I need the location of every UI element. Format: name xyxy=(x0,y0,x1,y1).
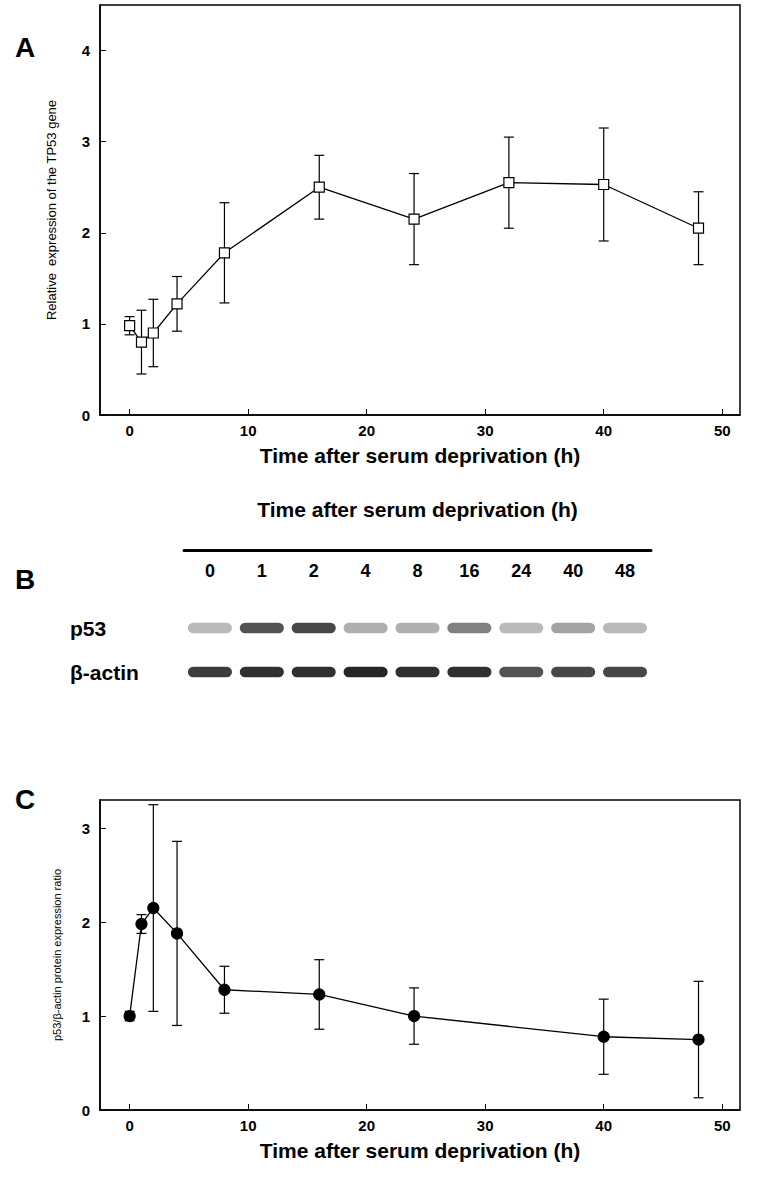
svg-text:40: 40 xyxy=(595,1117,612,1134)
svg-text:20: 20 xyxy=(358,1117,375,1134)
svg-text:Relative expression of the TP: Relative expression of the TP53 gene xyxy=(44,100,59,320)
svg-text:50: 50 xyxy=(714,1117,731,1134)
svg-text:1: 1 xyxy=(257,561,267,581)
svg-text:50: 50 xyxy=(714,422,731,439)
svg-text:0: 0 xyxy=(82,1102,90,1119)
svg-text:1: 1 xyxy=(82,1008,90,1025)
svg-text:0: 0 xyxy=(125,422,133,439)
svg-text:p53: p53 xyxy=(70,617,106,640)
svg-text:3: 3 xyxy=(82,820,90,837)
svg-text:1: 1 xyxy=(82,315,90,332)
svg-text:0: 0 xyxy=(82,407,90,424)
svg-text:30: 30 xyxy=(477,1117,494,1134)
svg-text:40: 40 xyxy=(595,422,612,439)
svg-text:0: 0 xyxy=(125,1117,133,1134)
svg-text:Time after serum deprivation (: Time after serum deprivation (h) xyxy=(257,498,578,521)
svg-text:2: 2 xyxy=(82,224,90,241)
svg-text:A: A xyxy=(15,32,35,63)
svg-text:24: 24 xyxy=(511,561,531,581)
svg-text:Time after serum deprivation (: Time after serum deprivation (h) xyxy=(260,444,581,467)
svg-text:2: 2 xyxy=(309,561,319,581)
svg-text:C: C xyxy=(15,784,35,815)
svg-text:16: 16 xyxy=(459,561,479,581)
svg-text:30: 30 xyxy=(477,422,494,439)
svg-text:p53/β-actin protein expression: p53/β-actin protein expression ratio xyxy=(51,869,63,1041)
svg-text:20: 20 xyxy=(358,422,375,439)
svg-text:0: 0 xyxy=(205,561,215,581)
svg-text:β-actin: β-actin xyxy=(70,661,139,684)
svg-text:B: B xyxy=(15,564,35,595)
svg-text:48: 48 xyxy=(615,561,635,581)
svg-text:2: 2 xyxy=(82,914,90,931)
svg-text:40: 40 xyxy=(563,561,583,581)
svg-text:3: 3 xyxy=(82,133,90,150)
svg-text:4: 4 xyxy=(82,42,91,59)
svg-text:4: 4 xyxy=(361,561,371,581)
svg-text:8: 8 xyxy=(412,561,422,581)
svg-text:10: 10 xyxy=(240,422,257,439)
svg-text:10: 10 xyxy=(240,1117,257,1134)
svg-text:Time after serum deprivation (: Time after serum deprivation (h) xyxy=(260,1139,581,1162)
